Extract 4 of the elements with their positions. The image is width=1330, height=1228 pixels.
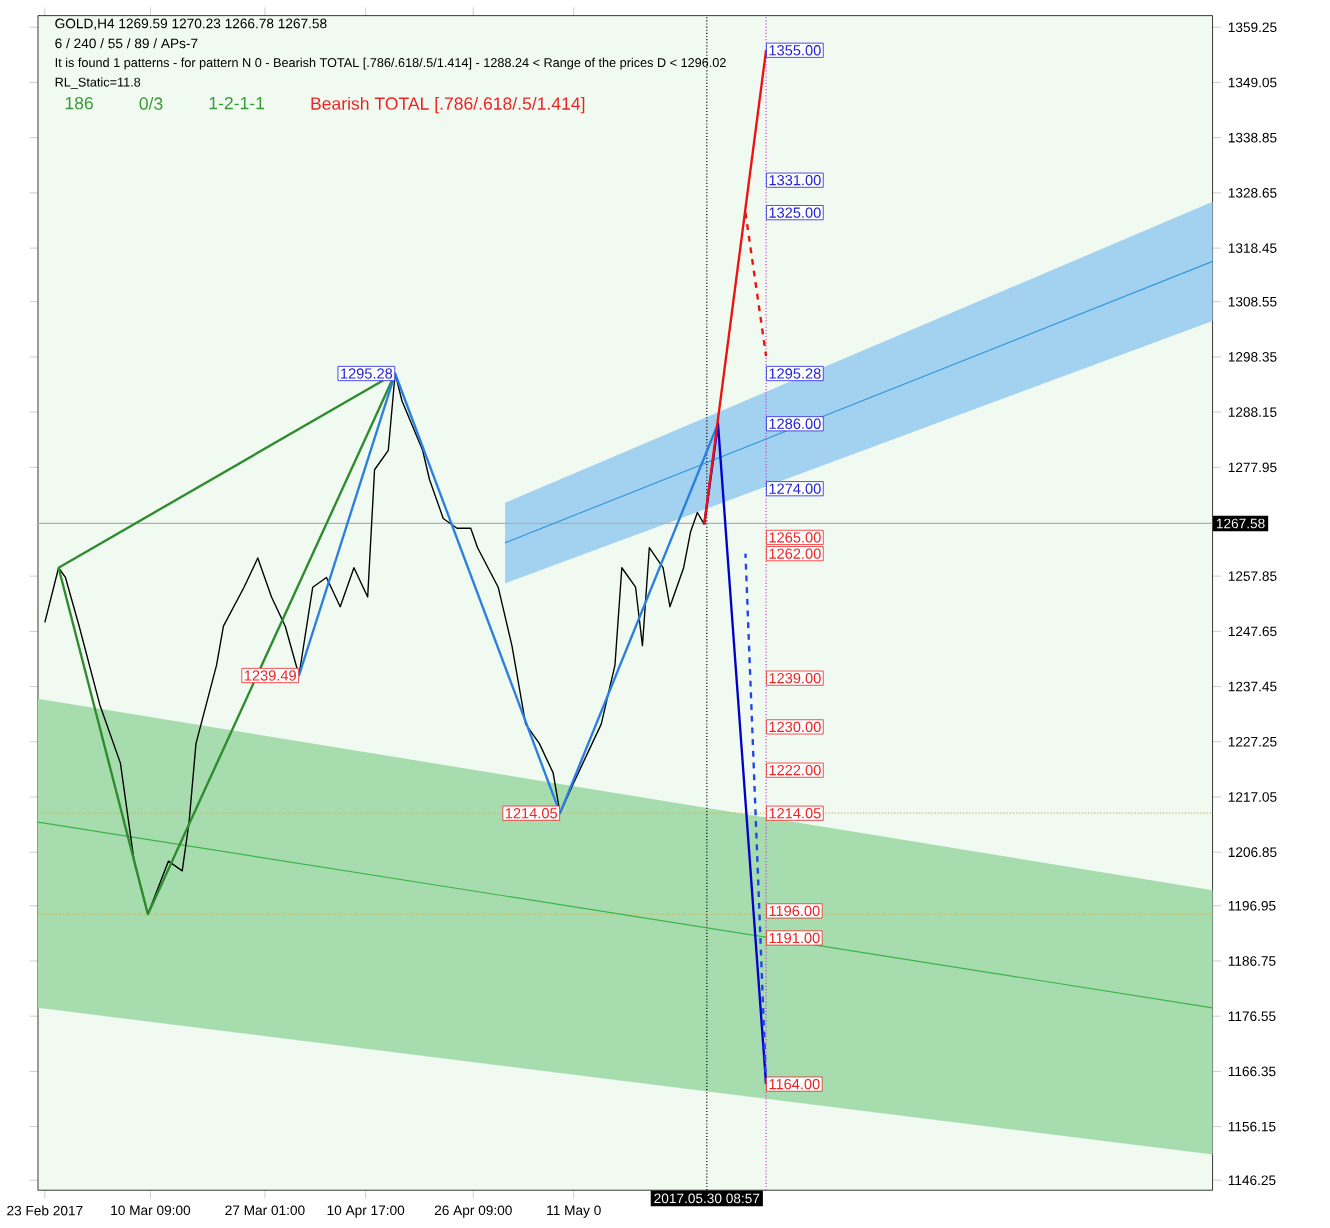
annotation: 186 xyxy=(65,97,93,110)
annotation: 0/3 xyxy=(139,97,163,111)
annotation: Bearish TOTAL [.786/.618/.5/1.414] xyxy=(311,97,585,114)
annotation: 1-2-1-1 xyxy=(209,97,265,110)
